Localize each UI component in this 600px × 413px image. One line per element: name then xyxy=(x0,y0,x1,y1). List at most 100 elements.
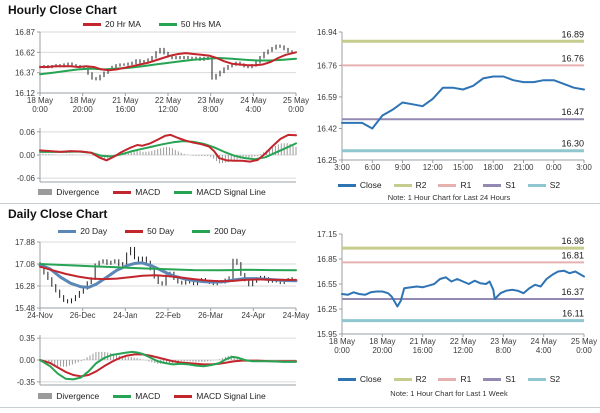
svg-text:23 May: 23 May xyxy=(490,337,516,346)
svg-text:12:00: 12:00 xyxy=(158,105,179,114)
close-color-swatch-weekly xyxy=(337,377,356,381)
r1-color-swatch-weekly xyxy=(438,377,457,381)
svg-text:0:00: 0:00 xyxy=(288,105,304,114)
svg-text:-0.06: -0.06 xyxy=(17,174,36,183)
svg-text:24-Jan: 24-Jan xyxy=(113,311,137,320)
legend-label-50hr-ma: 50 Hrs MA xyxy=(180,19,222,29)
macd-color-swatch-daily xyxy=(113,394,132,398)
svg-text:0:00: 0:00 xyxy=(546,163,562,172)
legend-item-close-weekly: Close xyxy=(337,374,382,384)
legend-label-r1-hourly: R1 xyxy=(460,180,472,190)
svg-text:0.00: 0.00 xyxy=(19,151,35,160)
svg-text:16.47: 16.47 xyxy=(561,107,584,117)
section-divider-top xyxy=(0,203,600,204)
svg-text:12:00: 12:00 xyxy=(453,346,474,355)
macd-color-swatch xyxy=(113,190,132,194)
svg-text:16.37: 16.37 xyxy=(15,69,36,78)
svg-text:26-Dec: 26-Dec xyxy=(70,311,96,320)
svg-text:18 May: 18 May xyxy=(70,96,96,105)
legend-item-divergence-hourly: Divergence xyxy=(38,187,99,197)
legend-item-macd-signal-daily: MACD Signal Line xyxy=(174,391,266,401)
hourly-chart-title: Hourly Close Chart xyxy=(8,3,117,17)
svg-text:24-Nov: 24-Nov xyxy=(27,311,53,320)
svg-text:16.89: 16.89 xyxy=(561,29,584,39)
svg-text:24-May: 24-May xyxy=(283,311,310,320)
legend-item-50day: 50 Day xyxy=(125,226,174,236)
svg-text:21 May: 21 May xyxy=(410,337,436,346)
svg-text:0:00: 0:00 xyxy=(334,346,350,355)
svg-text:0:00: 0:00 xyxy=(32,105,48,114)
svg-text:18 May: 18 May xyxy=(27,96,53,105)
legend-item-50hr-ma: 50 Hrs MA xyxy=(158,19,222,29)
svg-text:18 May: 18 May xyxy=(329,337,355,346)
legend-label-macd-daily: MACD xyxy=(135,391,161,401)
legend-label-s2-hourly: S2 xyxy=(549,180,561,190)
svg-text:16.25: 16.25 xyxy=(317,156,338,165)
divergence-color-swatch xyxy=(38,189,53,195)
svg-text:15.48: 15.48 xyxy=(15,304,36,313)
r1-color-swatch xyxy=(438,183,457,187)
svg-text:16.62: 16.62 xyxy=(15,48,36,57)
svg-text:3:00: 3:00 xyxy=(334,163,350,172)
svg-text:18 May: 18 May xyxy=(369,337,395,346)
legend-item-s2-hourly: S2 xyxy=(527,180,561,190)
macd-signal-color-swatch xyxy=(174,190,193,194)
svg-text:17.15: 17.15 xyxy=(317,230,338,239)
svg-text:16:00: 16:00 xyxy=(413,346,434,355)
s2-color-swatch xyxy=(527,183,546,187)
legend-item-s1-hourly: S1 xyxy=(483,180,516,190)
svg-text:20:00: 20:00 xyxy=(372,346,393,355)
svg-text:16.37: 16.37 xyxy=(561,287,584,297)
svg-text:18:00: 18:00 xyxy=(483,163,504,172)
svg-text:16.28: 16.28 xyxy=(15,282,36,291)
svg-text:16.42: 16.42 xyxy=(317,124,338,133)
50hr-ma-color-swatch xyxy=(158,22,177,26)
weekly-pivot-note: Note: 1 Hour Chart for Last 1 Week xyxy=(390,389,508,398)
svg-text:17.88: 17.88 xyxy=(15,238,36,247)
svg-text:16.11: 16.11 xyxy=(562,309,584,319)
legend-label-divergence-hourly: Divergence xyxy=(56,187,100,197)
legend-item-close-hourly: Close xyxy=(337,180,382,190)
svg-text:22-Feb: 22-Feb xyxy=(155,311,181,320)
svg-text:16.81: 16.81 xyxy=(561,250,584,260)
svg-text:8:00: 8:00 xyxy=(203,105,219,114)
legend-label-20hr-ma: 20 Hr MA xyxy=(104,19,141,29)
legend-item-macd-hourly: MACD xyxy=(113,187,160,197)
legend-item-20hr-ma: 20 Hr MA xyxy=(82,19,141,29)
svg-text:3:00: 3:00 xyxy=(576,163,592,172)
legend-item-s2-weekly: S2 xyxy=(527,374,560,384)
legend-label-macd-signal-daily: MACD Signal Line xyxy=(196,391,266,401)
s2-color-swatch-weekly xyxy=(527,377,546,381)
svg-text:16:00: 16:00 xyxy=(115,105,136,114)
close-color-swatch xyxy=(337,183,356,187)
legend-label-r2-hourly: R2 xyxy=(415,180,427,190)
hourly-macd-legend: Divergence MACD MACD Signal Line xyxy=(4,187,300,197)
20day-color-swatch xyxy=(58,229,77,233)
hourly-macd-chart: 0.06 0.00 -0.06 xyxy=(17,128,297,183)
svg-text:25 May: 25 May xyxy=(283,96,309,105)
svg-text:22 May: 22 May xyxy=(155,96,181,105)
s1-color-swatch xyxy=(483,183,502,187)
svg-text:26-Mar: 26-Mar xyxy=(198,311,224,320)
r2-color-swatch-weekly xyxy=(393,377,412,381)
macd-signal-color-swatch-daily xyxy=(174,394,193,398)
svg-text:6:00: 6:00 xyxy=(364,163,380,172)
svg-text:24-Apr: 24-Apr xyxy=(241,311,265,320)
hourly-pivot-note: Note: 1 Hour Chart for Last 24 Hours xyxy=(387,193,511,202)
svg-text:16.94: 16.94 xyxy=(317,28,338,37)
section-divider-bottom xyxy=(0,407,600,408)
svg-text:16.76: 16.76 xyxy=(561,53,584,63)
svg-text:24 May: 24 May xyxy=(240,96,266,105)
legend-label-50day: 50 Day xyxy=(147,226,175,236)
daily-ma-legend: 20 Day 50 Day 200 Day xyxy=(4,226,300,236)
legend-item-divergence-daily: Divergence xyxy=(38,391,99,401)
legend-item-macd-daily: MACD xyxy=(113,391,160,401)
legend-item-r1-weekly: R1 xyxy=(438,374,471,384)
svg-text:12:00: 12:00 xyxy=(423,163,444,172)
s1-color-swatch-weekly xyxy=(483,377,502,381)
legend-label-s1-hourly: S1 xyxy=(505,180,516,190)
legend-item-200day: 200 Day xyxy=(192,226,246,236)
svg-text:16.25: 16.25 xyxy=(317,305,338,314)
